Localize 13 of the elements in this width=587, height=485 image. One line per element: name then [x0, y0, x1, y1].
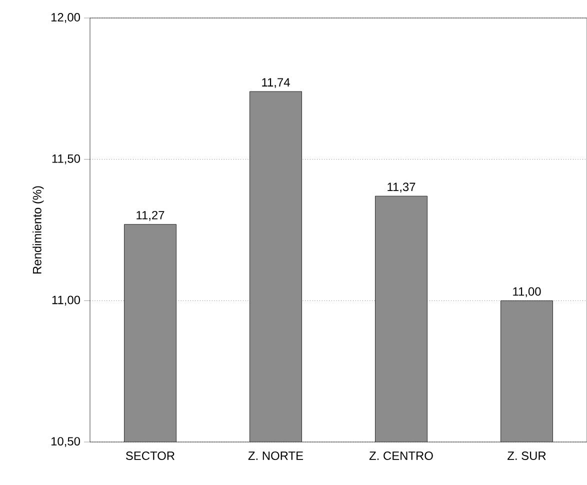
x-tick-label: SECTOR — [126, 452, 174, 460]
data-label: 11,27 — [136, 210, 164, 221]
x-tick-label: Z. NORTE — [248, 452, 304, 460]
y-tick-label: 11,00 — [52, 296, 80, 306]
y-tick-label: 12,00 — [51, 13, 80, 23]
data-label: 11,74 — [262, 78, 290, 88]
data-label: 11,37 — [388, 182, 416, 193]
y-tick-label: 11,50 — [52, 154, 80, 164]
x-tick-label: Z. CENTRO — [369, 452, 433, 460]
x-tick-label: Z. SUR — [508, 452, 546, 460]
y-axis-title: Rendimiento (%) — [32, 186, 44, 274]
y-tick-label: 10,50 — [51, 437, 80, 447]
data-label: 11,00 — [513, 287, 541, 298]
